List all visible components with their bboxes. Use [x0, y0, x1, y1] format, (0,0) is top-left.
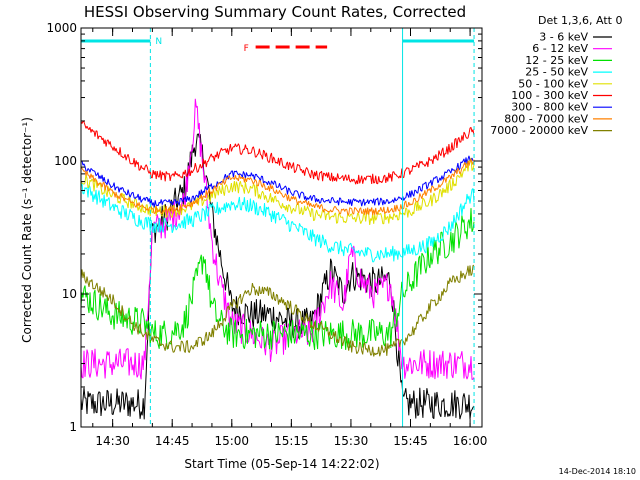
legend-label-2: 12 - 25 keV — [525, 54, 588, 67]
flag-label-0: N — [155, 37, 162, 47]
x-tick-label-6: 16:00 — [453, 434, 488, 448]
y-tick-label-1: 10 — [62, 287, 77, 301]
flag-label-2: F — [244, 44, 249, 54]
legend-label-0: 3 - 6 keV — [539, 31, 588, 44]
series-line-3 — [80, 183, 475, 263]
x-tick-label-4: 15:30 — [334, 434, 369, 448]
x-tick-label-3: 15:15 — [274, 434, 309, 448]
series-line-6 — [80, 155, 475, 208]
plot-area: N F 1 10 100 1000 14:30 14:45 15:00 15:15 15:30 15:… — [46, 21, 487, 448]
x-tick-label-1: 14:45 — [155, 434, 190, 448]
legend-header: Det 1,3,6, Att 0 — [538, 14, 622, 27]
series-line-4 — [80, 157, 475, 225]
legend-label-4: 50 - 100 keV — [518, 77, 588, 90]
series-line-7 — [80, 158, 475, 216]
x-tick-label-2: 15:00 — [214, 434, 249, 448]
x-tick-label-0: 14:30 — [95, 434, 130, 448]
y-tick-label-2: 100 — [54, 154, 77, 168]
legend-label-6: 300 - 800 keV — [511, 101, 588, 114]
legend-label-3: 25 - 50 keV — [525, 66, 588, 79]
series-line-5 — [80, 120, 475, 185]
y-tick-label-3: 1000 — [46, 21, 77, 35]
x-tick-label-5: 15:45 — [393, 434, 428, 448]
plot-frame — [80, 27, 483, 428]
y-axis-label: Corrected Count Rate (s⁻¹ detector⁻¹) — [20, 117, 34, 343]
x-axis-label: Start Time (05-Sep-14 14:22:02) — [184, 457, 379, 471]
series-line-2 — [80, 208, 475, 350]
y-tick-label-0: 1 — [69, 420, 77, 434]
legend-label-7: 800 - 7000 keV — [504, 112, 588, 125]
chart-title: HESSI Observing Summary Count Rates, Cor… — [84, 3, 466, 21]
series-line-0 — [80, 133, 475, 420]
timestamp-label: 14-Dec-2014 18:10 — [559, 467, 636, 476]
series-line-8 — [80, 264, 475, 357]
legend-label-5: 100 - 300 keV — [511, 89, 588, 102]
legend-label-1: 6 - 12 keV — [532, 42, 588, 55]
legend-label-8: 7000 - 20000 keV — [490, 124, 588, 137]
